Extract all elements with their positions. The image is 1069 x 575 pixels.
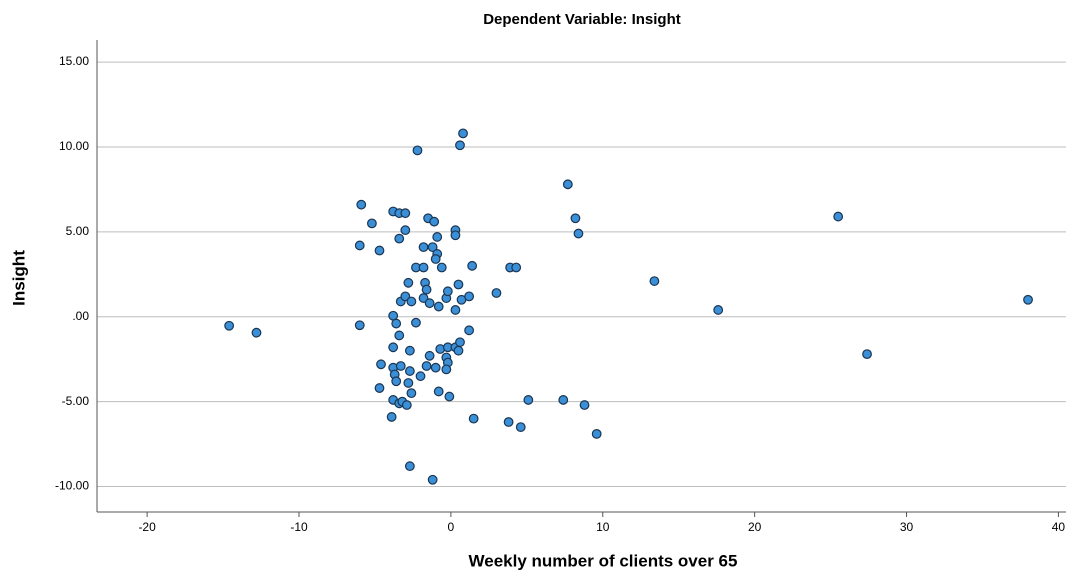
point	[354, 240, 365, 251]
point	[570, 213, 581, 224]
x-tick-label: -20	[138, 520, 156, 534]
point	[649, 276, 660, 286]
x-tick-label: -10	[290, 520, 308, 534]
y-axis-label: Insight	[9, 250, 28, 306]
point	[442, 286, 453, 297]
point	[356, 199, 367, 210]
point	[391, 376, 402, 387]
point	[395, 361, 406, 371]
point	[415, 371, 426, 382]
point	[444, 391, 455, 402]
point	[367, 218, 377, 229]
chart-title: Dependent Variable: Insight	[483, 11, 681, 28]
point	[464, 325, 475, 336]
x-tick-label: 30	[900, 520, 914, 534]
point	[374, 383, 385, 393]
point	[573, 228, 584, 239]
y-tick-label: 5.00	[66, 224, 90, 238]
point	[421, 361, 432, 371]
point	[458, 128, 468, 139]
point	[467, 260, 478, 271]
point	[862, 349, 872, 360]
point	[833, 211, 844, 222]
point	[503, 417, 514, 427]
point	[394, 330, 405, 341]
point	[400, 225, 411, 236]
point	[579, 400, 590, 410]
point	[713, 305, 724, 315]
x-tick-label: 10	[596, 520, 610, 534]
point	[429, 216, 440, 227]
point	[515, 422, 526, 433]
point	[404, 461, 415, 472]
point	[418, 262, 429, 273]
point	[430, 254, 441, 264]
point	[424, 350, 435, 361]
point	[433, 301, 444, 312]
point	[394, 233, 405, 244]
point	[400, 208, 411, 219]
y-tick-label: .00	[72, 309, 89, 323]
point	[406, 388, 417, 399]
point	[511, 262, 522, 273]
point	[421, 284, 432, 295]
point	[455, 337, 465, 348]
point	[433, 386, 444, 397]
y-tick-label: -5.00	[62, 394, 90, 408]
point	[400, 291, 411, 302]
point	[418, 242, 429, 253]
x-axis-label: Weekly number of clients over 65	[469, 551, 738, 570]
point	[391, 318, 402, 329]
point	[354, 320, 365, 331]
point	[450, 230, 461, 241]
point	[432, 232, 443, 242]
point	[424, 298, 435, 309]
point	[404, 345, 415, 356]
point	[403, 378, 414, 388]
point	[386, 412, 397, 422]
point	[427, 474, 438, 485]
point	[450, 305, 461, 315]
point	[491, 288, 502, 298]
point	[412, 145, 423, 156]
point	[427, 242, 438, 253]
point	[523, 395, 534, 405]
point	[436, 262, 447, 273]
point	[388, 342, 399, 353]
point	[251, 327, 262, 338]
point	[374, 245, 385, 256]
y-tick-label: 15.00	[59, 54, 89, 68]
point	[591, 428, 602, 439]
y-tick-label: -10.00	[55, 479, 89, 493]
point	[558, 395, 569, 405]
x-tick-label: 0	[448, 520, 455, 534]
point	[441, 364, 452, 375]
point	[453, 345, 464, 356]
y-tick-label: 10.00	[59, 139, 89, 153]
point	[418, 293, 429, 303]
point	[224, 320, 235, 331]
point	[562, 179, 573, 190]
x-tick-label: 40	[1052, 520, 1066, 534]
point	[376, 359, 386, 370]
point	[406, 296, 417, 307]
point	[453, 279, 464, 290]
x-tick-label: 20	[748, 520, 762, 534]
point	[455, 140, 465, 151]
point	[403, 277, 414, 288]
point	[430, 362, 441, 373]
point	[411, 317, 421, 328]
point	[464, 291, 475, 302]
point	[1023, 294, 1033, 305]
point	[401, 400, 412, 410]
point	[404, 366, 415, 376]
point	[468, 413, 479, 424]
